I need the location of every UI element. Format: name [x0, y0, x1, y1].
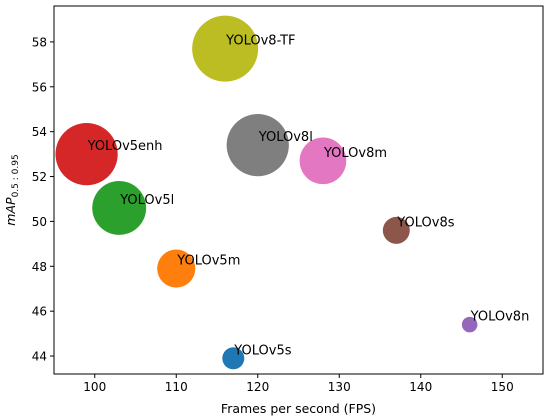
x-tick-label: 140	[409, 380, 432, 394]
y-tick-label: 48	[32, 260, 47, 274]
point-labels-layer: YOLOv5s YOLOv5m YOLOv5l YOLOv5enh YOLOv8n YOL…	[87, 34, 530, 359]
y-tick-label: 44	[32, 350, 47, 364]
x-axis-ticks: 100 110 120 130 140 150	[83, 374, 514, 394]
y-tick-label: 46	[32, 305, 47, 319]
data-point-yolov5enh	[55, 122, 118, 186]
data-point-yolov8m	[299, 137, 347, 185]
x-tick-label: 130	[328, 380, 351, 394]
point-label-yolov5l: YOLOv5l	[119, 193, 174, 208]
point-label-yolov5m: YOLOv5m	[176, 254, 240, 269]
data-point-yolov5m	[157, 249, 196, 288]
data-point-yolov8l	[226, 114, 289, 177]
point-label-yolov8-tf: YOLOv8-TF	[225, 34, 295, 49]
y-tick-label: 58	[32, 35, 47, 49]
x-tick-label: 110	[165, 380, 188, 394]
y-tick-label: 54	[32, 125, 47, 139]
y-tick-label: 52	[32, 170, 47, 184]
data-point-yolov5l	[92, 181, 147, 235]
x-tick-label: 120	[246, 380, 269, 394]
y-axis-label: mAP0.5 : 0.95	[3, 154, 21, 225]
x-tick-label: 100	[83, 380, 106, 394]
y-axis-label-subscript: 0.5 : 0.95	[11, 154, 21, 197]
data-point-yolov8s	[382, 216, 410, 244]
point-label-yolov8n: YOLOv8n	[470, 310, 530, 325]
data-point-yolov8n	[461, 316, 478, 333]
y-tick-label: 56	[32, 80, 47, 94]
x-tick-label: 150	[491, 380, 514, 394]
plot-frame	[53, 5, 544, 375]
point-label-yolov5s: YOLOv5s	[233, 343, 291, 358]
y-axis-label-main: mAP	[3, 197, 18, 226]
data-point-yolov8-tf	[192, 15, 259, 82]
y-axis-ticks: 44 46 48 50 52 54 56 58	[32, 35, 54, 364]
point-label-yolov5enh: YOLOv5enh	[87, 139, 163, 154]
points-layer	[55, 15, 478, 370]
point-label-yolov8s: YOLOv8s	[396, 215, 454, 230]
data-point-yolov5s	[222, 347, 245, 370]
y-tick-label: 50	[32, 215, 47, 229]
point-label-yolov8m: YOLOv8m	[323, 146, 387, 161]
point-label-yolov8l: YOLOv8l	[258, 130, 313, 145]
x-axis-label: Frames per second (FPS)	[221, 401, 376, 416]
